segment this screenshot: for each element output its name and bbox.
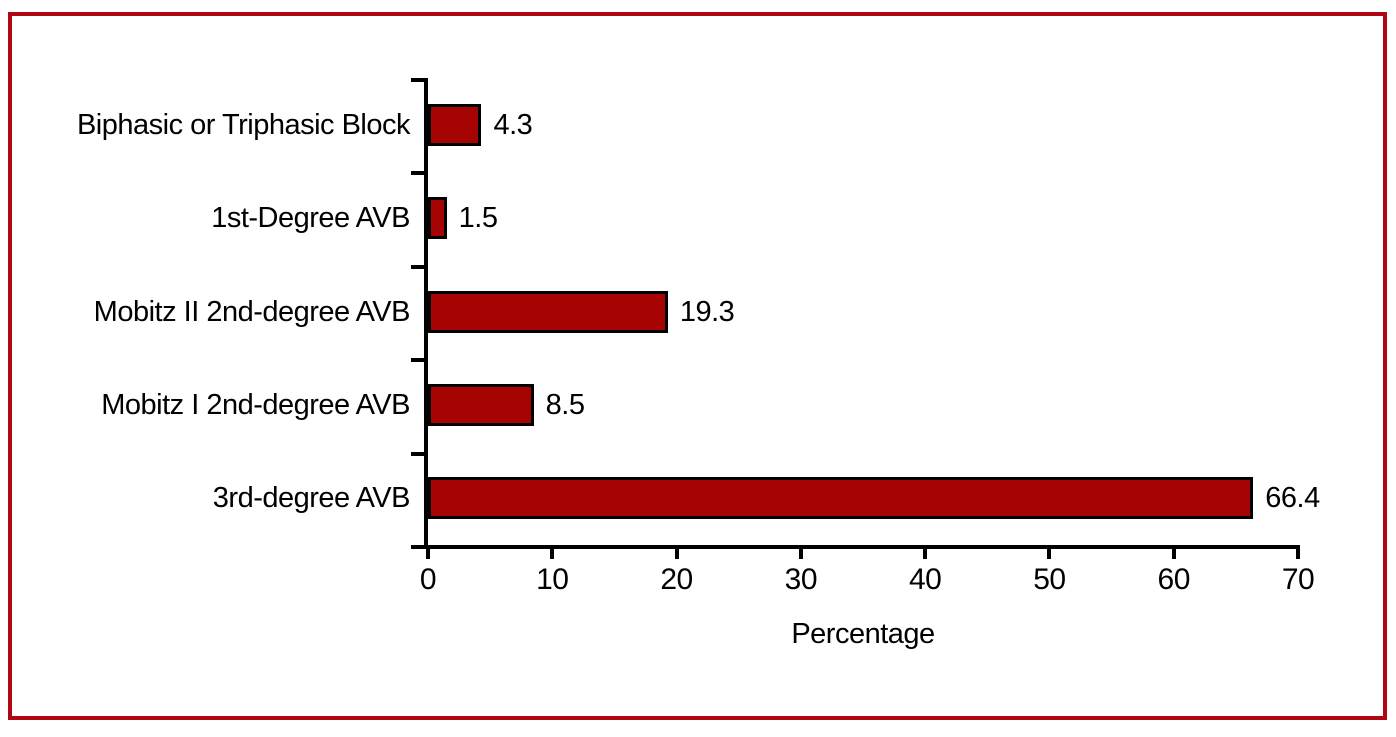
x-axis-tick-label: 20 (660, 563, 693, 596)
x-axis-tick (426, 549, 430, 559)
value-label: 66.4 (1265, 482, 1320, 515)
x-axis-tick-label: 50 (1033, 563, 1066, 596)
bar (428, 197, 447, 240)
y-axis-tick (411, 264, 424, 269)
x-axis-tick-label: 40 (908, 563, 942, 596)
x-axis-tick-label: 0 (419, 563, 437, 596)
category-label: Mobitz I 2nd-degree AVB (101, 388, 410, 421)
y-axis-tick (411, 78, 424, 82)
y-axis-tick (411, 451, 424, 456)
y-axis-tick (411, 171, 424, 176)
category-label: Mobitz II 2nd-degree AVB (93, 295, 411, 328)
value-label: 19.3 (679, 295, 735, 328)
bar (428, 383, 534, 426)
bar (428, 103, 482, 146)
x-axis-tick (798, 549, 803, 559)
bar (428, 477, 1254, 520)
x-axis-tick (1171, 549, 1176, 559)
figure-border-frame (8, 12, 1387, 720)
category-label: 3rd-degree AVB (212, 482, 411, 515)
y-axis-tick (411, 545, 424, 549)
value-label: 1.5 (458, 202, 498, 235)
category-label: Biphasic or Triphasic Block (76, 108, 411, 141)
x-axis-tick-label: 10 (536, 563, 569, 596)
x-axis-tick-label: 70 (1281, 563, 1315, 596)
x-axis-tick (674, 549, 679, 559)
x-axis-tick-label: 60 (1157, 563, 1191, 596)
x-axis-tick-label: 30 (784, 563, 818, 596)
x-axis-title: Percentage (791, 618, 935, 650)
value-label: 8.5 (545, 388, 585, 421)
y-axis-tick (411, 358, 424, 363)
x-axis-tick (1296, 549, 1300, 559)
x-axis-tick (550, 549, 555, 559)
x-axis-line (424, 545, 1300, 549)
y-axis-line (424, 78, 428, 549)
x-axis-tick (1047, 549, 1052, 559)
category-label: 1st-Degree AVB (211, 202, 410, 235)
bar (428, 290, 668, 333)
value-label: 4.3 (493, 108, 533, 141)
x-axis-tick (923, 549, 928, 559)
